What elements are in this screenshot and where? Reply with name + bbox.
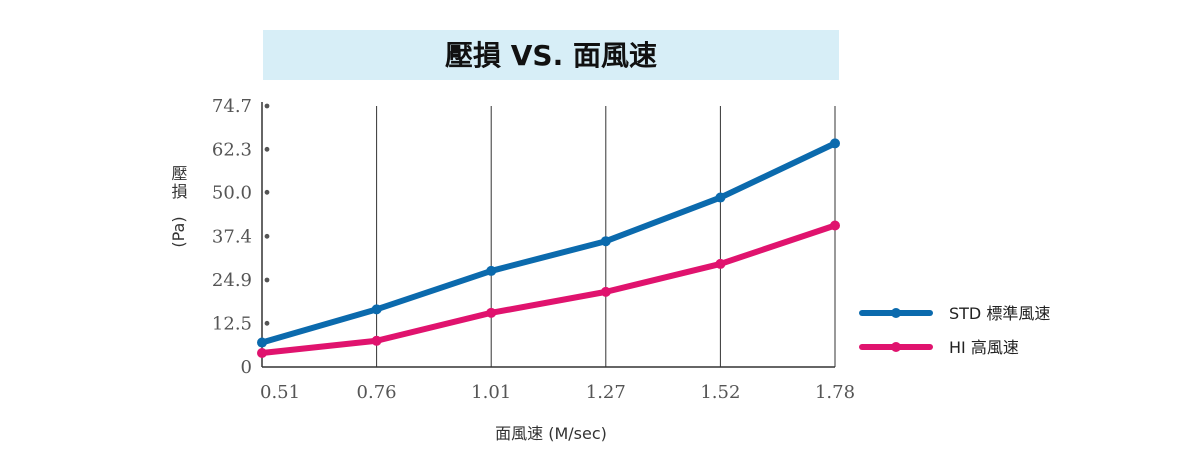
data-point-hi	[257, 348, 267, 359]
y-axis-ticks: 0 12.5 24.9 37.4 50.0 62.3 74.7	[212, 96, 270, 378]
series-line-std	[259, 140, 838, 346]
data-point-std	[486, 265, 497, 276]
y-tick-label: 37.4	[212, 226, 252, 247]
x-tick-label: 1.52	[700, 382, 740, 403]
x-tick-label: 0.51	[260, 382, 300, 403]
legend-swatch-marker	[891, 308, 901, 318]
y-tick-dot	[264, 146, 270, 152]
chart-title: 壓損 VS. 面風速	[445, 39, 657, 72]
chart-title-banner	[263, 30, 839, 80]
y-tick-label: 74.7	[212, 96, 252, 117]
y-axis-unit: (Pa)	[169, 216, 188, 247]
y-tick-dot	[264, 189, 270, 195]
x-tick-label: 1.27	[586, 382, 626, 403]
data-point-std	[715, 192, 726, 203]
y-tick-dot	[264, 320, 270, 326]
x-tick-label: 0.76	[357, 382, 397, 403]
data-point-hi	[715, 258, 726, 269]
y-tick-label: 62.3	[212, 139, 252, 160]
axes	[261, 102, 835, 368]
legend-label: STD 標準風速	[949, 304, 1050, 323]
legend-swatch-marker	[891, 342, 901, 352]
y-tick-label: 12.5	[212, 313, 252, 334]
legend: STD 標準風速 HI 高風速	[859, 304, 1050, 357]
data-point-hi	[371, 335, 382, 346]
data-point-hi	[830, 220, 840, 231]
data-point-hi	[600, 286, 611, 297]
x-tick-label: 1.01	[471, 382, 511, 403]
data-point-std	[371, 304, 382, 315]
data-point-std	[600, 236, 611, 247]
legend-label: HI 高風速	[949, 338, 1019, 357]
x-axis-label: 面風速 (M/sec)	[495, 424, 607, 443]
data-point-std	[257, 337, 267, 348]
x-tick-label: 1.78	[815, 382, 855, 403]
y-tick-dot	[264, 103, 270, 109]
y-tick-dot	[264, 277, 270, 283]
y-tick-label: 0	[241, 357, 252, 378]
data-point-hi	[486, 307, 497, 318]
series-line-hi	[259, 222, 838, 357]
y-tick-label: 24.9	[212, 270, 252, 291]
y-axis-label: 壓損	[169, 165, 188, 201]
y-tick-dot	[264, 233, 270, 239]
x-axis-ticks: 0.51 0.76 1.01 1.27 1.52 1.78	[260, 382, 855, 403]
series-lines	[257, 138, 840, 359]
y-tick-label: 50.0	[212, 182, 252, 203]
data-point-std	[830, 138, 840, 149]
